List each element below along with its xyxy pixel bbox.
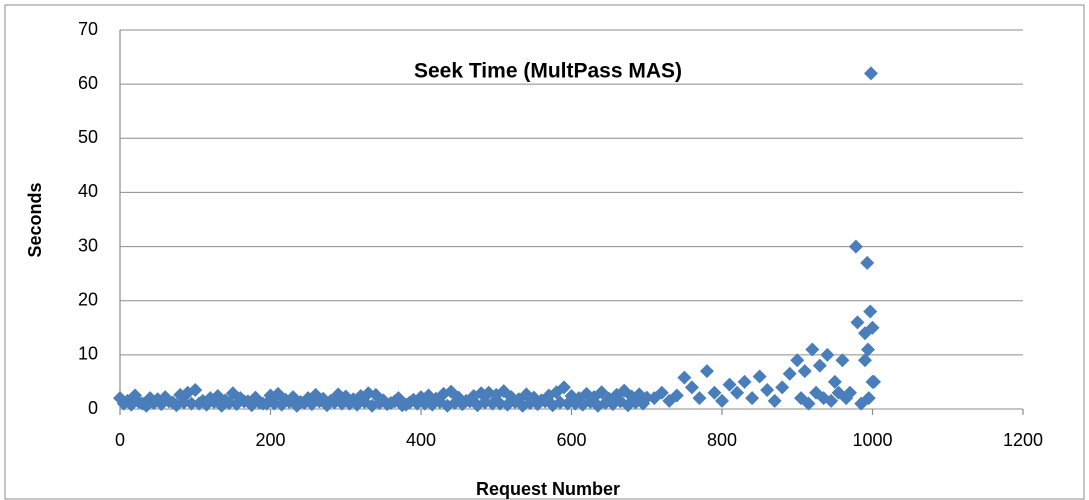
chart-title: Seek Time (MultPass MAS) bbox=[414, 60, 682, 83]
point bbox=[857, 353, 872, 368]
y-tick-label: 70 bbox=[78, 19, 98, 39]
point bbox=[827, 374, 842, 389]
point bbox=[835, 353, 850, 368]
point bbox=[410, 396, 425, 411]
point bbox=[654, 385, 669, 400]
point bbox=[805, 342, 820, 357]
point bbox=[760, 383, 775, 398]
x-tick-label: 1000 bbox=[852, 430, 892, 450]
point bbox=[812, 358, 827, 373]
point bbox=[767, 393, 782, 408]
point bbox=[850, 315, 865, 330]
point bbox=[184, 396, 199, 411]
chart-border bbox=[4, 4, 1085, 500]
y-tick-label: 60 bbox=[78, 73, 98, 93]
point bbox=[839, 391, 854, 406]
point bbox=[863, 304, 878, 319]
point bbox=[715, 393, 729, 408]
point bbox=[635, 396, 650, 411]
point bbox=[790, 353, 805, 368]
point bbox=[730, 385, 745, 400]
point bbox=[867, 374, 882, 389]
point bbox=[259, 396, 274, 411]
y-tick-label: 50 bbox=[78, 127, 98, 147]
x-tick-label: 200 bbox=[255, 430, 285, 450]
point bbox=[707, 385, 722, 400]
point bbox=[334, 396, 349, 411]
x-tick-label: 400 bbox=[406, 430, 436, 450]
x-tick-label: 0 bbox=[115, 430, 125, 450]
x-tick-label: 600 bbox=[556, 430, 586, 450]
point bbox=[865, 320, 880, 335]
point bbox=[797, 364, 812, 379]
point bbox=[737, 374, 752, 389]
point bbox=[677, 370, 692, 385]
y-tick-label: 20 bbox=[78, 289, 98, 309]
point bbox=[722, 377, 737, 392]
point bbox=[801, 396, 816, 411]
point bbox=[820, 347, 835, 362]
y-axis-label: Seconds bbox=[25, 182, 45, 257]
y-tick-label: 0 bbox=[88, 398, 98, 418]
point bbox=[485, 396, 500, 411]
point bbox=[863, 66, 878, 81]
y-tick-label: 30 bbox=[78, 235, 98, 255]
x-tick-label: 1200 bbox=[1003, 430, 1043, 450]
point bbox=[692, 391, 707, 406]
point bbox=[752, 369, 767, 384]
point bbox=[848, 239, 863, 254]
point bbox=[188, 383, 203, 398]
point bbox=[782, 366, 797, 381]
point bbox=[556, 380, 571, 395]
x-tick-label: 800 bbox=[707, 430, 737, 450]
point bbox=[861, 391, 876, 406]
point bbox=[699, 364, 714, 379]
point bbox=[824, 393, 839, 408]
y-tick-label: 40 bbox=[78, 181, 98, 201]
y-tick-label: 10 bbox=[78, 344, 98, 364]
point bbox=[775, 380, 790, 395]
point bbox=[594, 385, 609, 400]
point bbox=[669, 388, 684, 403]
point bbox=[860, 342, 875, 357]
point bbox=[745, 391, 760, 406]
x-axis-label: Request Number bbox=[476, 479, 620, 499]
point bbox=[684, 380, 699, 395]
point bbox=[860, 255, 875, 270]
point bbox=[560, 396, 575, 411]
